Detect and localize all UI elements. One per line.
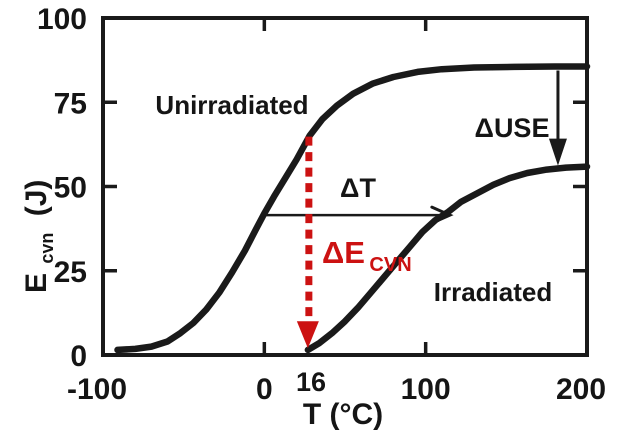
y-tick-label: 25 xyxy=(54,256,87,289)
y-tick-label: 100 xyxy=(37,3,87,36)
delta-use-arrow-head xyxy=(548,138,567,166)
unirradiated-curve-label: Unirradiated xyxy=(155,90,308,120)
irradiated-curve xyxy=(304,163,591,354)
y-tick-label: 50 xyxy=(54,172,87,205)
delta-ecvn-subscript-text: CVN xyxy=(369,254,411,276)
y-axis-title-unit: (J) xyxy=(20,180,53,217)
delta-use-annotation-label: ΔUSE xyxy=(475,113,550,143)
y-tick-label: 0 xyxy=(70,340,87,373)
delta-t-arrow-head xyxy=(430,205,454,225)
y-axis-title: E cvn (J) xyxy=(20,180,60,293)
y-tick-label: 75 xyxy=(54,87,87,120)
y-axis-title-subscript: cvn xyxy=(37,233,57,264)
delta-t-annotation-label: ΔT xyxy=(340,173,376,203)
delta-ecvn-arrow-head xyxy=(296,321,319,349)
delta-ecvn-main-text: ΔE xyxy=(322,235,365,270)
x-tick-label: 0 xyxy=(256,373,273,406)
irradiated-curve-label: Irradiated xyxy=(434,277,553,307)
x-tick-label: 200 xyxy=(556,373,606,406)
delta-ecvn-annotation-label: ΔE CVN xyxy=(322,235,412,276)
y-axis-title-main: E xyxy=(20,273,53,293)
shifted-transition-temperature-label: 16 xyxy=(296,367,326,397)
unirradiated-curve xyxy=(114,63,591,354)
x-tick-label: 100 xyxy=(401,373,451,406)
x-axis-title: T (°C) xyxy=(303,398,383,431)
x-tick-label: -100 xyxy=(67,373,127,406)
